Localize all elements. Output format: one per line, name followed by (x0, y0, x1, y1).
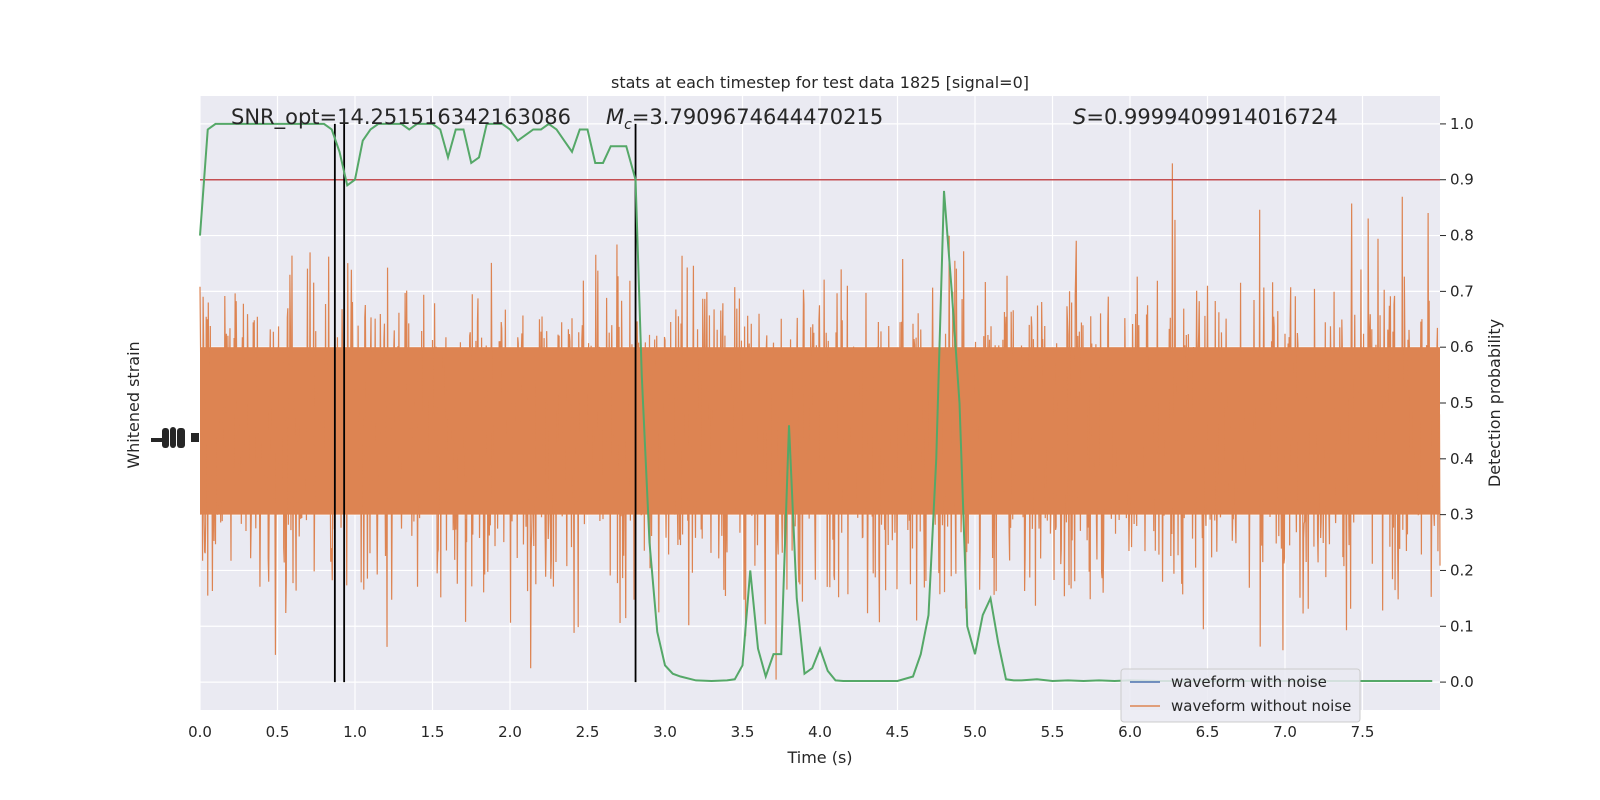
x-axis-label: Time (s) (786, 748, 852, 767)
right-axis-label: Detection probability (1485, 319, 1504, 487)
legend-label-without-noise: waveform without noise (1171, 697, 1351, 715)
left-tick-smudge-5 (191, 433, 199, 442)
detection-probability-line (199, 122, 1433, 682)
y-tick-label: 1.0 (1450, 115, 1474, 133)
score-value: =0.9999409914016724 (1086, 105, 1337, 129)
probability-group (199, 122, 1433, 682)
x-tick-label: 0.0 (188, 723, 212, 741)
x-tick-label: 4.5 (886, 723, 910, 741)
y-tick-label: 0.6 (1450, 338, 1474, 356)
left-axis-collapsed-ticks (151, 427, 199, 448)
x-tick-label: 6.5 (1196, 723, 1220, 741)
left-tick-smudge-2 (162, 428, 169, 448)
noise-waveform-group (199, 163, 1441, 680)
x-tick-label: 2.5 (576, 723, 600, 741)
chirp-mass-symbol: M (606, 105, 624, 129)
y-tick-label: 0.8 (1450, 227, 1474, 245)
y-tick-label: 0.4 (1450, 450, 1474, 468)
chirp-mass-subscript: c (624, 117, 632, 133)
x-tick-label: 5.5 (1041, 723, 1065, 741)
snr-annotation: SNR_opt=14.251516342163086 (231, 105, 571, 130)
left-tick-smudge-1 (151, 438, 165, 442)
y-tick-label: 0.2 (1450, 561, 1474, 579)
chart-title: stats at each timestep for test data 182… (611, 73, 1029, 92)
y-tick-label: 0.9 (1450, 171, 1474, 189)
left-tick-smudge-4 (177, 428, 185, 448)
score-symbol: S (1073, 105, 1086, 129)
y-tick-label: 0.5 (1450, 394, 1474, 412)
x-tick-label: 7.0 (1273, 723, 1297, 741)
legend-label-with-noise: waveform with noise (1171, 673, 1327, 691)
left-tick-smudge-3 (170, 427, 176, 448)
chirp-mass-annotation: Mc=3.7909674644470215 (606, 105, 883, 133)
left-axis-label: Whitened strain (124, 341, 143, 468)
x-tick-label: 5.0 (963, 723, 987, 741)
x-tick-label: 1.5 (421, 723, 445, 741)
score-annotation: S=0.9999409914016724 (1073, 105, 1338, 129)
x-tick-label: 6.0 (1118, 723, 1142, 741)
legend: waveform with noise waveform without noi… (1120, 668, 1361, 723)
x-tick-label: 3.5 (731, 723, 755, 741)
legend-box (1120, 668, 1361, 723)
guide-lines (200, 123, 1440, 683)
x-tick-label: 1.0 (343, 723, 367, 741)
chirp-mass-value: =3.7909674644470215 (632, 105, 883, 129)
y-tick-label: 0.3 (1450, 506, 1474, 524)
noise-waveform (199, 163, 1441, 680)
y-tick-label: 0.0 (1450, 673, 1474, 691)
x-tick-label: 4.0 (808, 723, 832, 741)
x-tick-label: 0.5 (266, 723, 290, 741)
y-axis-ticks: 0.0 0.1 0.2 0.3 0.4 0.5 0.6 0.7 0.8 0.9 1.0 (1440, 115, 1474, 691)
x-tick-label: 3.0 (653, 723, 677, 741)
y-tick-label: 0.7 (1450, 282, 1474, 300)
x-tick-label: 2.0 (498, 723, 522, 741)
x-axis-ticks: 0.0 0.5 1.0 1.5 2.0 2.5 3.0 3.5 4.0 4.5 5.0 5.5 6.0 6… (188, 723, 1374, 741)
y-tick-label: 0.1 (1450, 617, 1474, 635)
x-tick-label: 7.5 (1351, 723, 1375, 741)
